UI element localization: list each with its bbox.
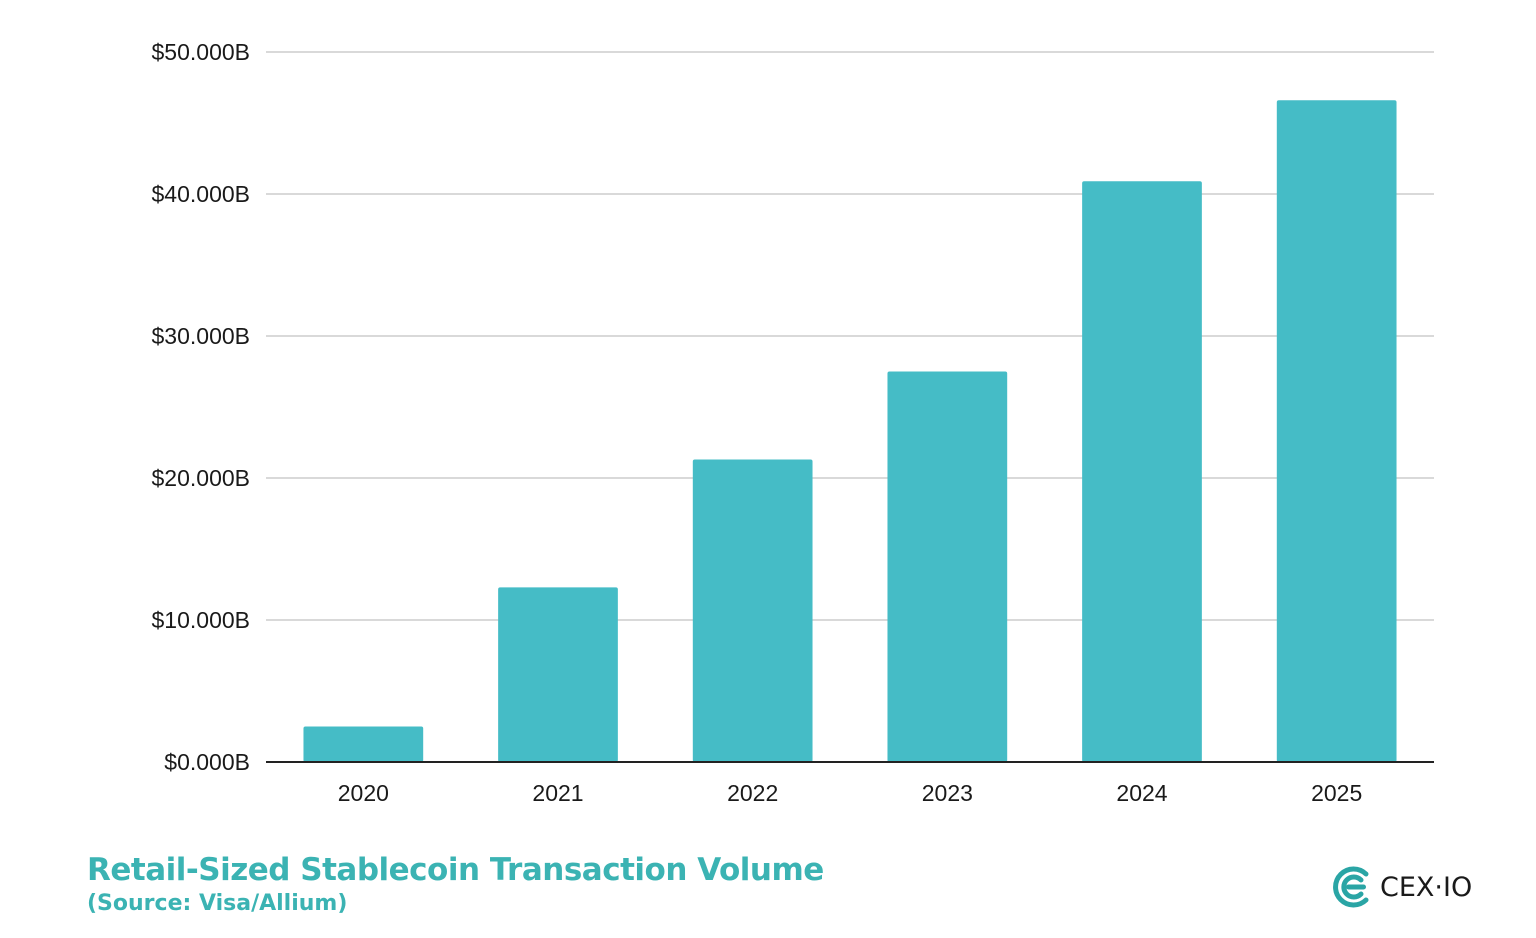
x-tick-label-2022: 2022 [727,780,778,806]
bar-2022 [692,459,813,762]
cex-io-logo-text: CEX·IO [1380,871,1473,903]
x-axis-tick-labels: 2020 2021 2022 2023 2024 2025 [338,780,1363,806]
x-tick-label-2020: 2020 [338,780,389,806]
cex-io-logo-icon [1328,866,1372,908]
bar-2024 [1082,181,1202,763]
y-tick-label: $0.000B [164,749,250,775]
y-tick-label: $50.000B [152,39,250,65]
gridlines [266,51,1434,621]
chart-title: Retail-Sized Stablecoin Transaction Volu… [87,852,824,888]
bar-chart: $0.000B $10.000B $20.000B $30.000B $40.000B $… [152,39,1434,806]
bar-2025 [1276,100,1397,762]
cex-io-logo: CEX·IO [1328,866,1472,908]
x-tick-label-2025: 2025 [1311,780,1362,806]
x-tick-label-2024: 2024 [1116,780,1167,806]
chart-caption: Retail-Sized Stablecoin Transaction Volu… [87,850,824,918]
x-tick-label-2023: 2023 [922,780,973,806]
y-tick-label: $30.000B [152,323,250,349]
bar-2020 [303,726,424,762]
bars [303,100,1397,763]
chart-source: (Source: Visa/Allium) [87,891,348,916]
y-tick-label: $40.000B [152,181,250,207]
bar-2023 [887,371,1008,762]
y-axis-tick-labels: $0.000B $10.000B $20.000B $30.000B $40.000B $… [152,39,250,775]
x-tick-label-2021: 2021 [532,780,583,806]
y-tick-label: $20.000B [152,465,250,491]
y-tick-label: $10.000B [152,607,250,633]
bar-2021 [498,587,618,762]
